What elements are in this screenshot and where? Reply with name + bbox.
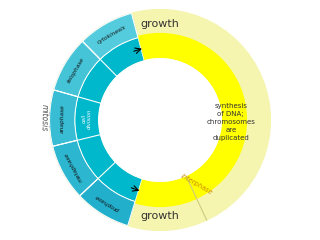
Text: telophase: telophase [66,56,85,84]
Wedge shape [54,41,100,97]
Text: mitosis: mitosis [39,104,48,132]
Text: cell
division: cell division [81,108,92,129]
Circle shape [99,59,221,181]
Circle shape [113,73,207,167]
Wedge shape [80,179,135,226]
Circle shape [113,73,207,167]
Wedge shape [75,38,144,201]
Wedge shape [50,13,137,226]
Text: anaphase: anaphase [60,104,65,133]
Wedge shape [83,13,138,59]
Text: synthesis
of DNA;
chromosomes
are
duplicated: synthesis of DNA; chromosomes are duplic… [206,103,255,141]
Text: metaphase: metaphase [64,151,84,182]
Wedge shape [53,140,98,196]
Text: prophase: prophase [95,194,122,212]
Text: growth: growth [140,19,180,29]
Circle shape [99,59,221,181]
Text: interphase: interphase [180,172,214,196]
Text: growth: growth [140,211,180,221]
Circle shape [74,34,246,206]
Text: cytokinesis: cytokinesis [96,25,127,45]
Wedge shape [50,90,78,146]
Circle shape [50,10,270,230]
